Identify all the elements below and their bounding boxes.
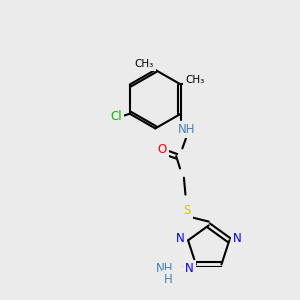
Text: H: H <box>164 273 172 286</box>
Text: N: N <box>185 262 194 275</box>
Text: CH₃: CH₃ <box>135 59 154 69</box>
Text: NH: NH <box>178 123 196 136</box>
Text: Cl: Cl <box>110 110 122 123</box>
Text: CH₃: CH₃ <box>185 75 204 85</box>
Text: N: N <box>233 232 242 245</box>
Text: NH: NH <box>156 262 174 275</box>
Text: O: O <box>158 143 167 157</box>
Text: S: S <box>183 203 191 217</box>
Text: N: N <box>176 232 185 245</box>
